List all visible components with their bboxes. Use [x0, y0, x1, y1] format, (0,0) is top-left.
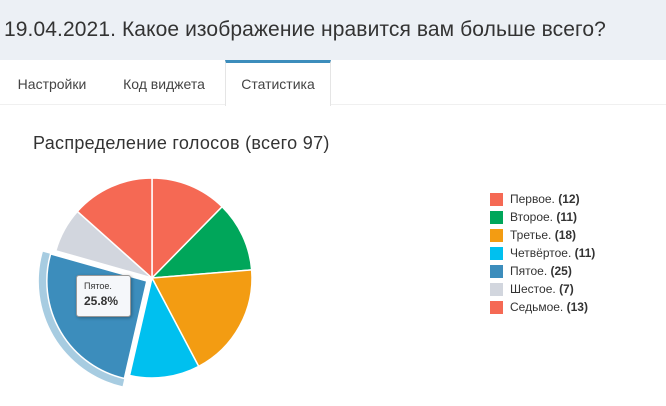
legend-count: (7) — [559, 282, 574, 296]
legend-label: Седьмое. (13) — [510, 300, 588, 314]
legend-name: Пятое. — [510, 264, 551, 278]
tooltip-value: 25.8% — [84, 294, 119, 308]
legend-swatch — [490, 301, 503, 314]
chart-tooltip: Пятое. 25.8% — [76, 275, 131, 317]
legend-label: Пятое. (25) — [510, 264, 572, 278]
legend-name: Второе. — [510, 210, 557, 224]
pie-slice-2[interactable] — [150, 205, 253, 279]
pie-slice-4[interactable] — [128, 275, 200, 379]
pie-slice-3[interactable] — [150, 269, 253, 368]
tab-widget-code[interactable]: Код виджета — [123, 76, 205, 92]
tab-bar: Настройки Код виджета Статистика — [0, 60, 666, 106]
legend-name: Первое. — [510, 192, 559, 206]
tab-statistics[interactable]: Статистика — [225, 60, 331, 106]
chart-title: Распределение голосов (всего 97) — [33, 133, 330, 153]
legend-swatch — [490, 247, 503, 260]
legend-count: (11) — [556, 210, 578, 224]
legend-count: (12) — [558, 192, 580, 206]
legend-swatch — [490, 283, 503, 296]
tooltip-label: Пятое. — [84, 281, 112, 291]
legend-swatch — [490, 211, 503, 224]
legend-label: Третье. (18) — [510, 228, 576, 242]
legend-label: Первое. (12) — [510, 192, 580, 206]
legend-count: (25) — [550, 264, 572, 278]
pie-slice-7[interactable] — [76, 177, 153, 280]
legend-swatch — [490, 193, 503, 206]
legend-count: (11) — [574, 246, 596, 260]
legend-label: Четвёртое. (11) — [510, 246, 595, 260]
legend-count: (18) — [554, 228, 577, 242]
pie-slice-1[interactable] — [151, 177, 224, 280]
tab-settings[interactable]: Настройки — [17, 76, 87, 92]
legend-name: Шестое. — [510, 282, 560, 296]
legend-count: (13) — [566, 300, 588, 314]
legend-name: Четвёртое. — [510, 246, 575, 260]
legend-name: Третье. — [510, 228, 555, 242]
legend-swatch — [490, 229, 503, 242]
legend-swatch — [490, 265, 503, 278]
legend-name: Седьмое. — [510, 300, 567, 314]
legend-label: Второе. (11) — [510, 210, 577, 224]
legend-label: Шестое. (7) — [510, 282, 574, 296]
page-title: 19.04.2021. Какое изображение нравится в… — [4, 18, 606, 41]
